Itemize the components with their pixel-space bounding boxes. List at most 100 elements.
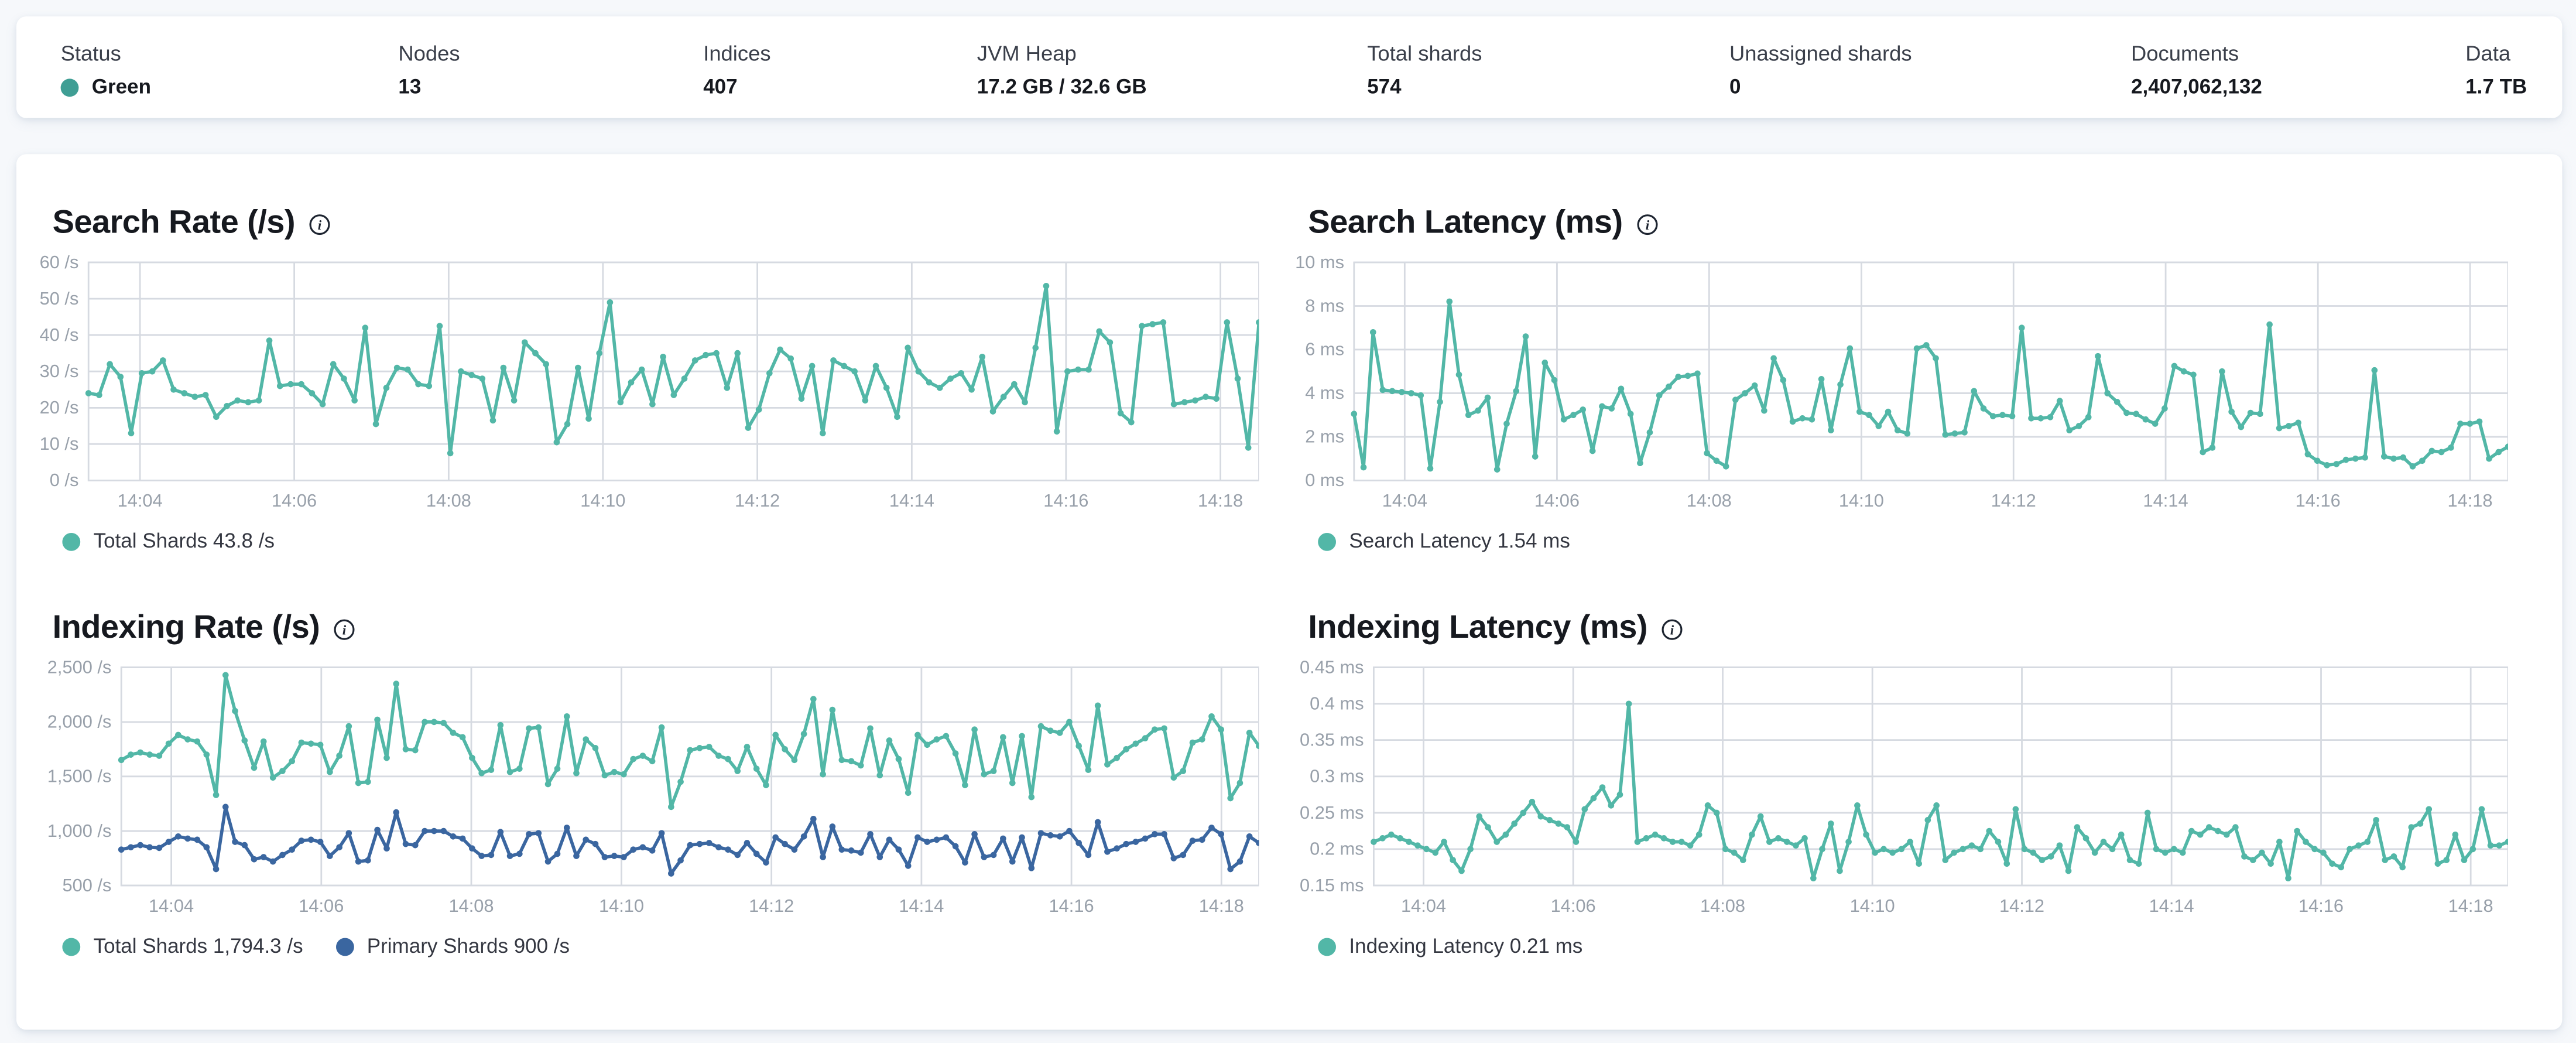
svg-text:8 ms: 8 ms (1305, 295, 1344, 316)
stat-value: Green (91, 75, 151, 98)
chart-title: Indexing Rate (/s) (52, 610, 320, 647)
svg-text:i: i (318, 218, 322, 233)
stat-unassigned-shards: Unassigned shards 0 (1729, 41, 1912, 98)
stat-label: JVM Heap (977, 41, 1077, 66)
svg-text:14:12: 14:12 (1999, 895, 2044, 916)
legend-label: Total Shards 43.8 /s (93, 529, 275, 553)
legend-label: Primary Shards 900 /s (366, 935, 570, 958)
stat-total-shards: Total shards 574 (1367, 41, 1482, 98)
info-icon[interactable]: i (308, 213, 331, 236)
svg-text:14:06: 14:06 (1551, 895, 1596, 916)
svg-text:0.25 ms: 0.25 ms (1300, 802, 1364, 823)
search-latency-chart: Search Latency (ms) i 10 ms 8 ms 6 ms 4 ms 2… (1272, 177, 2508, 553)
stat-indices: Indices 407 (703, 41, 770, 98)
legend-item[interactable]: Primary Shards 900 /s (335, 935, 570, 958)
svg-text:14:18: 14:18 (2448, 895, 2493, 916)
indexing-rate-chart-plot[interactable]: 2,500 /s 2,000 /s 1,500 /s 1,000 /s 500 /s 14… (16, 658, 1259, 922)
svg-text:4 ms: 4 ms (1305, 382, 1344, 403)
info-icon[interactable]: i (1636, 213, 1659, 236)
health-status-dot-icon (60, 78, 79, 96)
series-dot-icon (1318, 532, 1336, 550)
svg-text:0.35 ms: 0.35 ms (1300, 729, 1364, 750)
svg-text:14:06: 14:06 (299, 895, 344, 916)
svg-text:0.15 ms: 0.15 ms (1300, 875, 1364, 895)
svg-text:500 /s: 500 /s (62, 875, 111, 895)
svg-text:i: i (342, 623, 347, 638)
indexing-latency-chart-plot[interactable]: 0.45 ms 0.4 ms 0.35 ms 0.3 ms 0.25 ms 0.2 ms 0… (1272, 658, 2508, 922)
svg-text:14:06: 14:06 (272, 490, 317, 511)
svg-text:i: i (1645, 218, 1649, 233)
svg-text:1,000 /s: 1,000 /s (47, 820, 112, 841)
svg-text:30 /s: 30 /s (40, 361, 79, 381)
svg-text:6 ms: 6 ms (1305, 339, 1344, 360)
svg-text:14:04: 14:04 (149, 895, 194, 916)
svg-text:14:16: 14:16 (2298, 895, 2344, 916)
legend-label: Search Latency 1.54 ms (1349, 529, 1570, 553)
svg-text:50 /s: 50 /s (40, 288, 79, 309)
svg-text:14:18: 14:18 (1198, 490, 1243, 511)
svg-text:14:14: 14:14 (899, 895, 944, 916)
svg-text:1,500 /s: 1,500 /s (47, 766, 112, 786)
svg-text:14:08: 14:08 (1687, 490, 1732, 511)
stat-jvm-heap: JVM Heap 17.2 GB / 32.6 GB (977, 41, 1147, 98)
legend-item[interactable]: Search Latency 1.54 ms (1318, 529, 1570, 553)
stat-label: Indices (703, 41, 771, 66)
svg-text:40 /s: 40 /s (40, 324, 79, 345)
series-dot-icon (62, 532, 81, 550)
svg-text:0 /s: 0 /s (50, 470, 79, 490)
svg-text:60 /s: 60 /s (40, 252, 79, 272)
info-icon[interactable]: i (1660, 618, 1683, 641)
chart-title: Indexing Latency (ms) (1308, 610, 1647, 647)
chart-legend: Indexing Latency 0.21 ms (1318, 935, 2508, 957)
stat-label: Nodes (398, 41, 460, 66)
legend-item[interactable]: Total Shards 1,794.3 /s (62, 935, 303, 957)
stat-label: Unassigned shards (1729, 41, 1912, 66)
stat-value: 2,407,062,132 (2131, 75, 2262, 98)
svg-text:14:12: 14:12 (1991, 490, 2036, 511)
metrics-panel: Search Rate (/s) i 60 /s 50 /s 40 /s 30 /s 2… (16, 154, 2563, 1030)
stat-status: Status Green (60, 41, 151, 98)
stat-data-size: Data 1.7 TB (2465, 41, 2527, 98)
svg-text:14:16: 14:16 (1049, 895, 1094, 916)
legend-item[interactable]: Total Shards 43.8 /s (62, 529, 275, 553)
svg-text:2,000 /s: 2,000 /s (47, 712, 112, 732)
stat-value: 0 (1729, 75, 1741, 98)
svg-text:14:12: 14:12 (735, 490, 780, 511)
svg-text:14:12: 14:12 (749, 895, 794, 916)
svg-text:0.4 ms: 0.4 ms (1310, 693, 1364, 714)
svg-text:14:14: 14:14 (2149, 895, 2194, 916)
search-latency-chart-plot[interactable]: 10 ms 8 ms 6 ms 4 ms 2 ms 0 ms 14:04 14:06 14:08… (1272, 252, 2508, 517)
svg-text:14:16: 14:16 (1043, 490, 1088, 511)
svg-text:14:08: 14:08 (448, 895, 494, 916)
svg-text:14:10: 14:10 (599, 895, 644, 916)
svg-text:14:18: 14:18 (2448, 490, 2493, 511)
svg-text:14:08: 14:08 (426, 490, 471, 511)
svg-text:14:08: 14:08 (1700, 895, 1745, 916)
info-icon[interactable]: i (333, 618, 356, 641)
svg-text:14:16: 14:16 (2296, 490, 2341, 511)
chart-legend: Total Shards 1,794.3 /s Primary Shards 9… (62, 935, 1259, 957)
chart-title: Search Rate (/s) (52, 205, 296, 241)
svg-text:14:06: 14:06 (1534, 490, 1580, 511)
svg-text:10 /s: 10 /s (40, 433, 79, 454)
legend-label: Indexing Latency 0.21 ms (1349, 935, 1583, 958)
stat-label: Documents (2131, 41, 2239, 66)
stat-value: 407 (703, 75, 738, 98)
stat-documents: Documents 2,407,062,132 (2131, 41, 2262, 98)
legend-label: Total Shards 1,794.3 /s (93, 935, 303, 958)
indexing-rate-chart: Indexing Rate (/s) i 2,500 /s 2,000 /s 1,5… (16, 582, 1259, 957)
svg-text:14:10: 14:10 (580, 490, 625, 511)
svg-text:14:14: 14:14 (889, 490, 934, 511)
search-rate-chart-plot[interactable]: 60 /s 50 /s 40 /s 30 /s 20 /s 10 /s 0 /s 14:04 1… (16, 252, 1259, 517)
svg-text:0.45 ms: 0.45 ms (1300, 658, 1364, 678)
svg-text:14:18: 14:18 (1199, 895, 1244, 916)
svg-text:20 /s: 20 /s (40, 397, 79, 418)
svg-text:0.2 ms: 0.2 ms (1310, 839, 1364, 859)
legend-item[interactable]: Indexing Latency 0.21 ms (1318, 935, 1582, 957)
svg-text:14:10: 14:10 (1850, 895, 1895, 916)
cluster-summary-bar: Status Green Nodes 13 Indices 407 JVM He… (16, 16, 2563, 118)
stat-value: 17.2 GB / 32.6 GB (977, 75, 1147, 98)
series-dot-icon (335, 937, 354, 955)
series-dot-icon (1318, 937, 1336, 955)
